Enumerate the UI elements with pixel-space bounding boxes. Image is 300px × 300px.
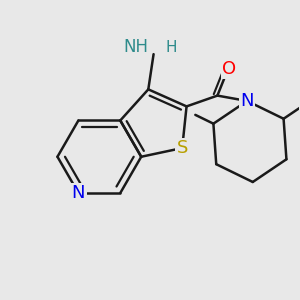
- Text: NH: NH: [124, 38, 149, 56]
- Text: S: S: [176, 139, 188, 157]
- Text: O: O: [222, 60, 236, 78]
- Text: N: N: [72, 184, 85, 202]
- Text: H: H: [166, 40, 177, 55]
- Text: N: N: [240, 92, 254, 110]
